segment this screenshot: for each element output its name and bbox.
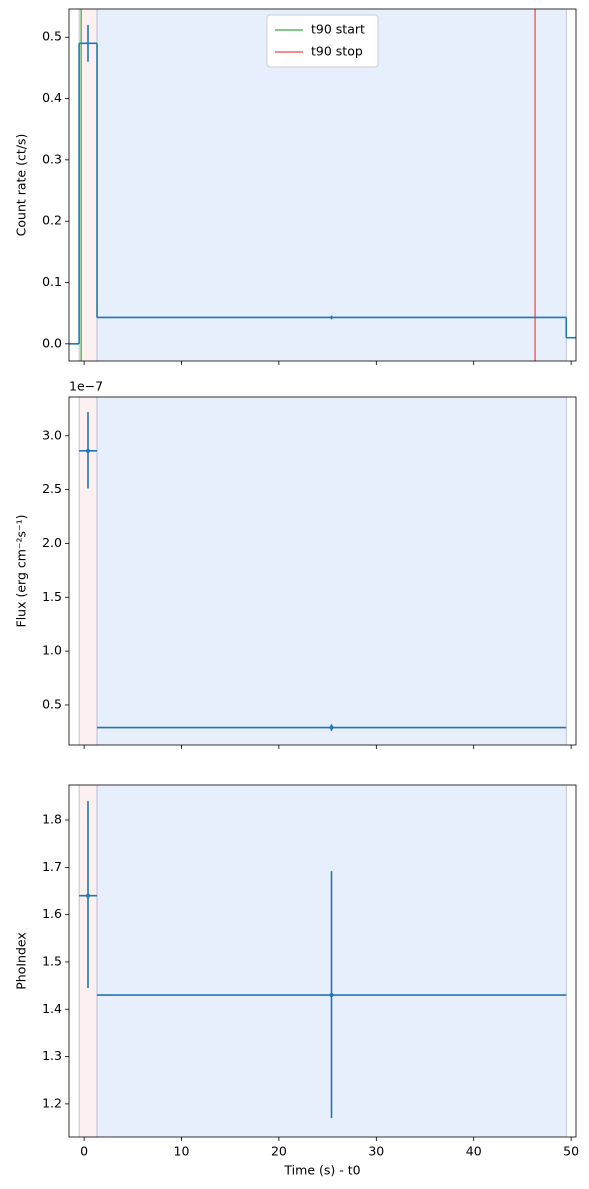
y-tick-label: 1.5 <box>42 589 62 604</box>
y-tick-label: 1.4 <box>42 1001 62 1016</box>
y-tick-label: 0.2 <box>42 213 62 228</box>
plot-area <box>78 397 567 745</box>
point <box>329 993 334 998</box>
shaded-region <box>97 9 567 361</box>
y-tick-label: 1.2 <box>42 1095 62 1110</box>
y-tick-label: 0.4 <box>42 90 62 105</box>
y-tick-label: 3.0 <box>42 427 62 442</box>
point <box>85 448 90 453</box>
legend-label: t90 start <box>311 22 365 37</box>
x-tick-label: 0 <box>80 1144 88 1159</box>
point <box>329 725 334 730</box>
x-tick-label: 40 <box>466 1144 482 1159</box>
y-tick-label: 1.7 <box>42 859 62 874</box>
shaded-region <box>79 397 98 745</box>
y-tick-label: 0.3 <box>42 151 62 166</box>
x-tick-label: 20 <box>271 1144 287 1159</box>
legend-box <box>266 14 379 68</box>
y-tick-label: 0.1 <box>42 274 62 289</box>
y-tick-label: 2.5 <box>42 481 62 496</box>
y-axis-label: Count rate (ct/s) <box>14 134 29 237</box>
y-tick-label: 1.0 <box>42 643 62 658</box>
y-axis-label: PhoIndex <box>14 932 29 990</box>
axes-frame <box>68 784 577 1138</box>
legend-label: t90 stop <box>311 44 363 59</box>
shaded-region <box>97 397 567 745</box>
y-tick-label: 2.0 <box>42 535 62 550</box>
y-tick-label: 1.6 <box>42 906 62 921</box>
plot-area <box>69 9 576 361</box>
y-tick-label: 0.5 <box>42 29 62 44</box>
x-tick-label: 30 <box>368 1144 384 1159</box>
x-tick-label: 50 <box>563 1144 579 1159</box>
axes-frame <box>68 396 577 746</box>
y-tick-label: 0.0 <box>42 335 62 350</box>
y-tick-label: 1.5 <box>42 953 62 968</box>
shaded-region <box>79 9 98 361</box>
point <box>85 893 90 898</box>
x-tick-label: 10 <box>174 1144 190 1159</box>
offset-label: 1e−7 <box>69 379 103 394</box>
x-axis-label: Time (s) - t0 <box>283 1163 360 1178</box>
y-tick-label: 0.5 <box>42 696 62 711</box>
y-tick-label: 1.8 <box>42 812 62 827</box>
axes-frame <box>68 8 577 362</box>
y-axis-label: Flux (erg cm⁻²s⁻¹) <box>14 514 29 627</box>
y-tick-label: 1.3 <box>42 1048 62 1063</box>
plot-area <box>78 785 567 1137</box>
